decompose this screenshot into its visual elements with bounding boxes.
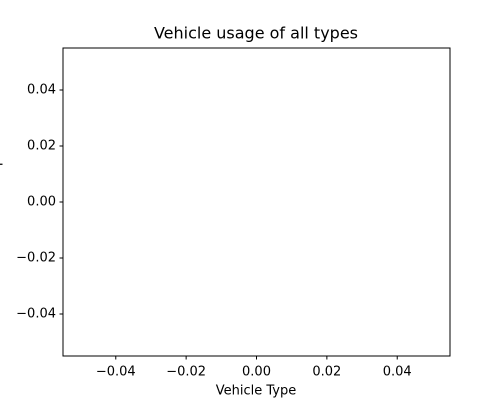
y-axis-label: Number of trips [0,151,4,253]
plot-frame [62,47,451,357]
y-tick-label: −0.04 [16,307,56,322]
y-tick-label: 0.00 [27,195,56,210]
x-tick-label: 0.04 [383,365,412,380]
x-tick-label: 0.00 [242,365,271,380]
y-tick-label: 0.04 [27,83,56,98]
x-axis-label: Vehicle Type [216,384,296,399]
x-tick-label: −0.02 [166,365,206,380]
chart-title: Vehicle usage of all types [154,24,358,43]
y-tick-label: −0.02 [16,251,56,266]
x-tick-label: −0.04 [96,365,136,380]
x-tick-label: 0.02 [312,365,341,380]
y-tick-label: 0.02 [27,139,56,154]
